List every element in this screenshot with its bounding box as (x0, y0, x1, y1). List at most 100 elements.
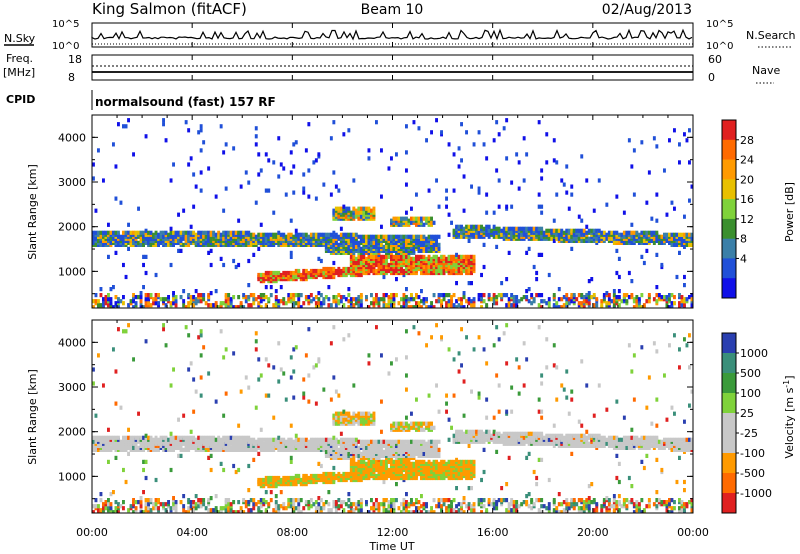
power-cell (187, 301, 191, 306)
power-cell (142, 230, 145, 235)
power-cell (565, 228, 569, 233)
velocity-cell (189, 504, 193, 509)
power-cell (665, 232, 669, 237)
power-cell (142, 285, 145, 290)
power-cell (289, 150, 293, 155)
power-cell (242, 305, 246, 308)
velocity-cell (127, 323, 130, 328)
power-cell (307, 194, 311, 199)
power-cell (289, 250, 293, 255)
power-cell (437, 256, 441, 261)
power-cell (319, 268, 323, 274)
power-cell (347, 206, 351, 211)
velocity-cell (102, 383, 105, 388)
velocity-cell (372, 506, 376, 511)
velocity-cell (289, 355, 293, 360)
power-cell (222, 262, 226, 268)
power-cell (257, 295, 261, 300)
power-cell (650, 238, 654, 243)
power-cell (234, 230, 238, 235)
velocity-cell (357, 411, 361, 416)
power-cell (254, 297, 258, 302)
power-cell (678, 232, 681, 237)
power-cell (279, 285, 283, 290)
power-cell (214, 238, 218, 243)
velocity-cell (184, 325, 188, 330)
velocity-cell (92, 510, 95, 513)
nsky-tick-top: 10^5 (52, 19, 79, 30)
power-cell (495, 301, 499, 306)
power-cell (552, 138, 556, 143)
power-cell (635, 303, 639, 308)
power-cell (632, 192, 636, 197)
velocity-cell (117, 510, 120, 513)
velocity-cell (329, 437, 333, 442)
power-cell (560, 228, 564, 233)
power-cell (545, 228, 549, 233)
velocity-cell (187, 506, 191, 511)
power-cell (507, 226, 511, 231)
power-cell (472, 254, 476, 259)
velocity-cell (222, 467, 226, 473)
power-cell (272, 210, 276, 215)
power-cell (367, 262, 371, 268)
velocity-cell (322, 471, 326, 477)
velocity-cell (410, 445, 413, 450)
power-cell (277, 230, 281, 235)
power-cell (652, 136, 656, 141)
power-cell (445, 196, 448, 201)
power-cell (307, 168, 311, 173)
power-cell (525, 289, 529, 294)
power-cell (425, 305, 428, 308)
power-cell (322, 297, 326, 302)
power-cell (577, 228, 581, 233)
power-cell (267, 158, 271, 163)
velocity-cell (197, 335, 201, 340)
power-cell (537, 293, 541, 298)
velocity-cell (380, 459, 383, 464)
power-cell (127, 230, 130, 235)
velocity-cell (365, 445, 368, 450)
velocity-cell (339, 504, 343, 509)
velocity-cell (252, 437, 256, 442)
velocity-cell (329, 341, 333, 346)
power-cell (410, 234, 413, 239)
velocity-cell (354, 502, 358, 507)
power-cell (207, 234, 211, 239)
power-cell (545, 301, 549, 306)
velocity-cell (410, 469, 413, 475)
power-cell (562, 295, 566, 300)
power-cell (605, 301, 609, 306)
velocity-cell (267, 502, 271, 507)
power-cell (337, 299, 341, 304)
velocity-cell (342, 437, 346, 442)
power-cell (174, 303, 178, 308)
velocity-cell (154, 506, 158, 511)
velocity-cell (397, 421, 401, 426)
power-cell (617, 289, 621, 294)
power-cell (367, 156, 371, 161)
power-cell (422, 264, 426, 270)
velocity-cell (229, 502, 233, 507)
power-cell (680, 236, 684, 241)
velocity-cell (329, 471, 333, 477)
velocity-cell (114, 401, 118, 406)
power-cell (222, 236, 226, 241)
power-cell (262, 293, 266, 298)
power-cell (377, 297, 381, 302)
power-cell (522, 230, 526, 235)
power-cell (304, 232, 308, 237)
power-cell (332, 170, 336, 175)
power-cell (387, 234, 391, 239)
velocity-cell (137, 445, 140, 450)
power-cell (673, 206, 676, 211)
power-cell (437, 264, 441, 270)
velocity-cell (380, 447, 383, 452)
power-cell (314, 301, 318, 306)
power-cell (387, 166, 391, 171)
velocity-cell (102, 502, 105, 507)
power-cell (177, 212, 180, 217)
velocity-cell (352, 411, 356, 416)
velocity-cell (287, 498, 291, 503)
power-cell (292, 270, 296, 276)
